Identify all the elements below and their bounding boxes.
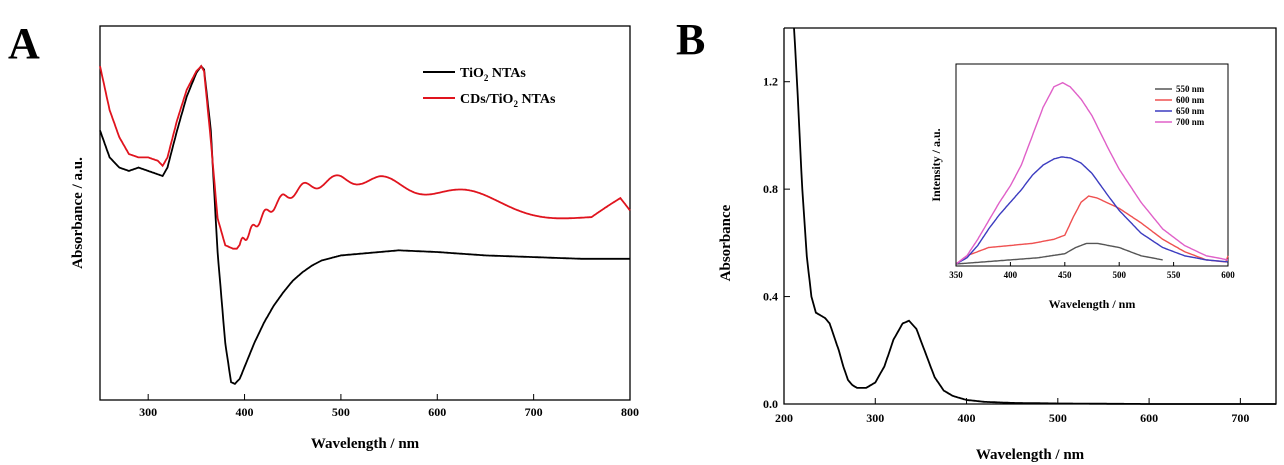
inset-series-line-4	[955, 81, 1229, 265]
panel-b-y-tick-label: 0.0	[763, 397, 778, 411]
panel-a-x-ticks: 300 400 500 600 700 800	[139, 394, 639, 419]
panel-a-series-group	[99, 64, 631, 386]
panel-a-legend: TiO2 NTAs CDs/TiO2 NTAs	[423, 66, 556, 109]
panel-b-y-ticks: 0.0 0.4 0.8 1.2	[763, 75, 790, 411]
panel-b-x-tick-label: 500	[1049, 411, 1067, 425]
inset-series-group	[955, 81, 1229, 265]
panel-b: 200 300 400 500 600 700 0.0 0.4 0.8 1.2 Waveleng…	[718, 27, 1277, 463]
inset-x-tick-label: 600	[1221, 270, 1235, 280]
panel-a-series-line-1	[99, 64, 630, 386]
panel-a-x-tick-label: 500	[332, 405, 350, 419]
inset-x-tick-label: 550	[1167, 270, 1181, 280]
inset-legend-label: 650 nm	[1176, 106, 1205, 116]
inset-x-tick-label: 350	[949, 270, 963, 280]
inset-x-tick-label: 400	[1004, 270, 1018, 280]
panel-b-y-tick-label: 0.8	[763, 182, 778, 196]
inset-legend-label: 700 nm	[1176, 117, 1205, 127]
panel-a-x-tick-label: 700	[525, 405, 543, 419]
panel-a-x-tick-label: 600	[428, 405, 446, 419]
inset-y-axis-label: Intensity / a.u.	[929, 128, 943, 201]
inset-legend-label: 600 nm	[1176, 95, 1205, 105]
panel-a-x-tick-label: 400	[236, 405, 254, 419]
panel-a-x-tick-label: 300	[139, 405, 157, 419]
panel-b-y-tick-label: 0.4	[763, 290, 778, 304]
panel-letter-a: A	[8, 19, 40, 68]
panel-b-x-tick-label: 600	[1140, 411, 1158, 425]
inset-x-ticks: 350 400 450 500 550 600	[949, 262, 1235, 280]
panel-b-x-tick-label: 400	[958, 411, 976, 425]
inset-series-line-2	[955, 195, 1229, 265]
legend-label-cds-tio2: CDs/TiO2 NTAs	[460, 92, 556, 109]
panel-b-y-axis-label: Absorbance	[718, 204, 734, 281]
inset-x-tick-label: 450	[1058, 270, 1072, 280]
panel-a-plot-frame	[99, 25, 631, 401]
inset-x-tick-label: 500	[1112, 270, 1126, 280]
panel-b-series-line-1	[793, 27, 1276, 405]
panel-a-y-axis-label: Absorbance / a.u.	[70, 157, 86, 269]
panel-b-y-tick-label: 1.2	[763, 75, 778, 89]
inset-plot-frame	[955, 63, 1229, 267]
panel-b-series-group	[793, 27, 1276, 405]
panel-letter-b: B	[676, 15, 705, 64]
panel-b-x-tick-label: 300	[866, 411, 884, 425]
panel-a-x-axis-label: Wavelength / nm	[311, 436, 420, 452]
panel-a-series-line-2	[99, 64, 631, 250]
inset-series-line-1	[955, 242, 1163, 265]
panel-b-inset: 350 400 450 500 550 600 Wavelength / nm Inten…	[929, 63, 1235, 311]
legend-label-tio2: TiO2 NTAs	[460, 66, 526, 83]
inset-x-axis-label: Wavelength / nm	[1049, 297, 1136, 311]
inset-series-line-3	[955, 156, 1229, 265]
inset-legend-label: 550 nm	[1176, 84, 1205, 94]
panel-b-x-tick-label: 700	[1231, 411, 1249, 425]
panel-b-x-axis-label: Wavelength / nm	[976, 447, 1085, 463]
panel-b-x-ticks: 200 300 400 500 600 700	[775, 398, 1249, 425]
panel-a-x-tick-label: 800	[621, 405, 639, 419]
panel-b-x-tick-label: 200	[775, 411, 793, 425]
panel-a: 300 400 500 600 700 800 Wavelength / nm Absor…	[70, 25, 639, 452]
